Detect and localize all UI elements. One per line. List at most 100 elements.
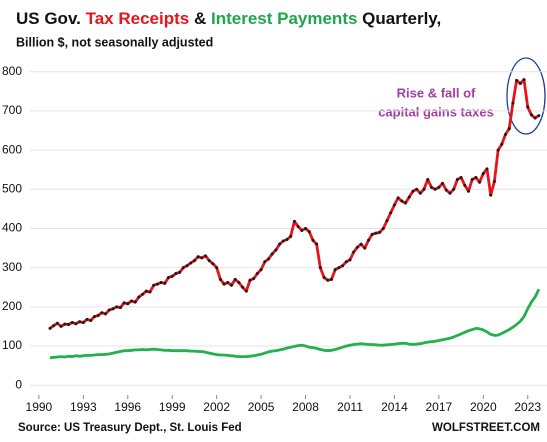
data-point <box>296 225 300 229</box>
data-point <box>196 255 200 259</box>
data-point <box>70 321 74 325</box>
data-point <box>226 281 230 285</box>
data-point <box>455 178 459 182</box>
data-point <box>259 268 263 272</box>
data-point <box>152 283 156 287</box>
data-point <box>167 275 171 279</box>
data-point <box>63 322 67 326</box>
data-point <box>181 266 185 270</box>
data-point <box>448 191 452 195</box>
credit: WOLFSTREET.COM <box>432 422 540 434</box>
annotation: Rise & fall of <box>397 85 476 100</box>
data-point <box>118 306 122 310</box>
data-point <box>55 321 59 325</box>
data-point <box>52 324 56 328</box>
data-point <box>304 226 308 230</box>
data-point <box>452 187 456 191</box>
data-point <box>100 311 104 315</box>
data-point <box>241 285 245 289</box>
y-tick-label: 300 <box>2 260 22 274</box>
data-point <box>129 299 133 303</box>
data-point <box>533 116 537 120</box>
x-tick-label: 2023 <box>514 400 541 414</box>
title-suffix: Quarterly, <box>362 9 441 28</box>
data-point <box>200 256 204 260</box>
data-point <box>352 250 356 254</box>
data-point <box>515 78 519 82</box>
data-point <box>85 317 89 321</box>
data-point <box>133 300 137 304</box>
title-joiner: & <box>194 9 206 28</box>
annotation: capital gains taxes <box>378 104 494 119</box>
data-point <box>155 282 159 286</box>
data-point <box>463 183 467 187</box>
data-point <box>244 289 248 293</box>
data-point <box>537 114 541 118</box>
x-tick-label: 2011 <box>337 400 363 414</box>
data-point <box>229 283 233 287</box>
data-point <box>529 113 533 117</box>
source: Source: US Treasury Dept., St. Louis Fed <box>18 422 242 434</box>
x-tick-label: 2017 <box>426 400 453 414</box>
title-series-2: Interest Payments <box>211 9 357 28</box>
data-point <box>370 232 374 236</box>
x-tick-label: 1996 <box>114 400 141 414</box>
data-point <box>59 324 63 328</box>
data-point <box>67 322 71 326</box>
data-point <box>174 272 178 276</box>
data-point <box>144 289 148 293</box>
y-tick-label: 700 <box>2 103 22 117</box>
x-tick-label: 2014 <box>381 400 408 414</box>
data-point <box>311 238 315 242</box>
data-point <box>159 281 163 285</box>
data-point <box>237 281 241 285</box>
data-point <box>178 270 182 274</box>
y-tick-label: 800 <box>2 64 22 78</box>
x-tick-label: 2005 <box>248 400 275 414</box>
data-point <box>507 127 511 131</box>
data-point <box>107 308 111 312</box>
y-tick-label: 500 <box>2 181 22 195</box>
data-point <box>307 230 311 234</box>
title-prefix: US Gov. <box>16 9 81 28</box>
data-point <box>278 242 282 246</box>
data-point <box>411 189 415 193</box>
data-point <box>374 231 378 235</box>
data-point <box>274 248 278 252</box>
data-point <box>526 105 530 109</box>
data-point <box>204 254 208 258</box>
data-point <box>281 239 285 243</box>
data-point <box>189 261 193 265</box>
data-point <box>267 257 271 261</box>
data-point <box>270 252 274 256</box>
data-point <box>378 230 382 234</box>
data-point <box>415 187 419 191</box>
chart-title: US Gov. Tax Receipts & Interest Payments… <box>16 9 441 28</box>
data-point <box>470 178 474 182</box>
data-point <box>315 242 319 246</box>
data-point <box>211 262 215 266</box>
subtitle: Billion $, not seasonally adjusted <box>16 35 213 49</box>
data-point <box>474 176 478 180</box>
x-tick-label: 2020 <box>470 400 497 414</box>
data-point <box>263 260 267 264</box>
data-point <box>392 203 396 207</box>
data-point <box>48 326 52 330</box>
data-point <box>74 322 78 326</box>
data-point <box>481 172 485 176</box>
y-tick-label: 100 <box>2 338 22 352</box>
data-point <box>407 195 411 199</box>
data-point <box>248 278 252 282</box>
x-tick-label: 2002 <box>203 400 230 414</box>
data-point <box>185 264 189 268</box>
data-point <box>337 266 341 270</box>
x-tick-label: 2008 <box>292 400 319 414</box>
data-point <box>441 181 445 185</box>
data-point <box>111 307 115 311</box>
data-point <box>429 185 433 189</box>
data-point <box>192 259 196 263</box>
data-point <box>252 277 256 281</box>
data-point <box>496 148 500 152</box>
data-point <box>389 211 393 215</box>
